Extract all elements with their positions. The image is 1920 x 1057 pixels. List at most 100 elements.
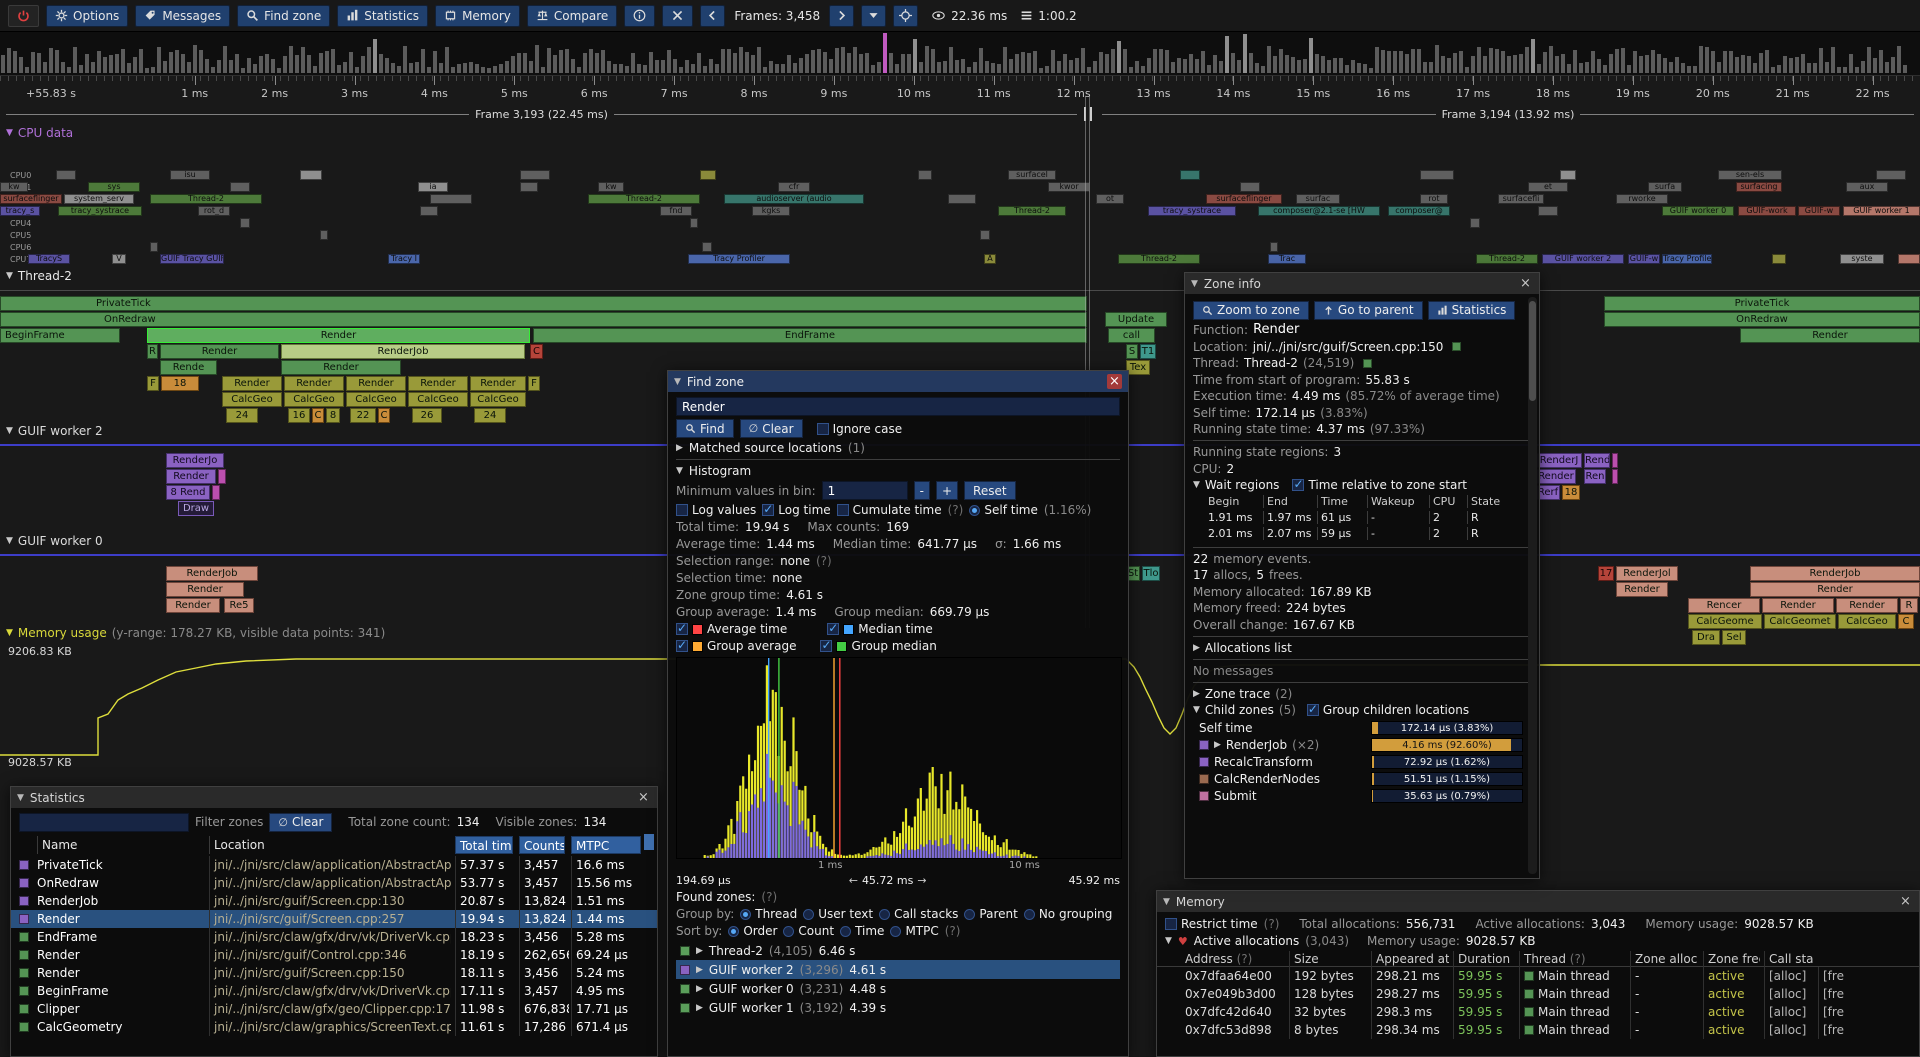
frame-bar[interactable] <box>49 48 53 73</box>
frame-bar[interactable] <box>1003 47 1007 73</box>
timeline-zone[interactable]: Render <box>1616 582 1668 597</box>
frame-bar[interactable] <box>847 53 851 73</box>
timeline-zone[interactable]: Render <box>346 376 406 391</box>
timeline-zone[interactable]: 24 <box>474 408 506 423</box>
child-zones-expander[interactable]: ▼Child zones(5)Group children locations <box>1193 703 1531 717</box>
frame-bar[interactable] <box>859 54 863 73</box>
frame-bar[interactable] <box>649 52 653 73</box>
cpu-zone[interactable] <box>1876 170 1906 180</box>
frame-bar[interactable] <box>163 61 167 73</box>
timeline-zone[interactable]: 16 <box>288 408 310 423</box>
frame-bar[interactable] <box>1423 62 1427 73</box>
frame-bar[interactable] <box>85 54 89 73</box>
timeline-zone[interactable]: St <box>1126 566 1140 581</box>
frame-bar[interactable] <box>1819 48 1823 73</box>
frame-bar[interactable] <box>679 67 683 73</box>
frame-bar[interactable] <box>1489 48 1493 73</box>
frame-bar[interactable] <box>961 59 965 73</box>
cpu-zone[interactable]: A <box>984 254 996 264</box>
frame-bar[interactable] <box>409 63 413 73</box>
frame-bar[interactable] <box>439 63 443 73</box>
cpu-zone[interactable]: GUIF-work <box>1738 206 1796 216</box>
group-by-callstacks-radio[interactable]: Call stacks <box>879 907 958 921</box>
group-by-parent-radio[interactable]: Parent <box>964 907 1018 921</box>
frame-bar[interactable] <box>1087 67 1091 73</box>
timeline-zone[interactable]: CalcGeo <box>408 392 468 407</box>
allocation-row[interactable]: 0x7e049b3d00 128 bytes 298.27 ms 59.95 s Mai… <box>1157 985 1919 1003</box>
timeline-zone[interactable]: call <box>1108 328 1155 343</box>
frame-bar[interactable] <box>661 60 665 73</box>
frame-bar[interactable] <box>223 46 227 73</box>
help-marker[interactable]: (?) <box>944 924 961 938</box>
timeline-zone[interactable]: Render <box>408 376 468 391</box>
frame-bar[interactable] <box>667 50 671 73</box>
timeline-zone[interactable]: CalcGeo <box>1838 614 1896 629</box>
frame-bar[interactable] <box>397 66 401 73</box>
frame-bar[interactable] <box>373 39 377 73</box>
timeline-zone[interactable]: R <box>1900 598 1918 613</box>
cpu-zone[interactable] <box>1180 170 1200 180</box>
frame-bar[interactable] <box>727 49 731 73</box>
cpu-zone[interactable]: tracy_systrace <box>1148 206 1236 216</box>
cpu-zone[interactable] <box>948 194 976 204</box>
frame-bar[interactable] <box>1075 58 1079 73</box>
frame-bar[interactable] <box>1633 51 1637 73</box>
help-marker[interactable]: (?) <box>1263 917 1280 931</box>
frame-bar[interactable] <box>1849 54 1853 73</box>
frame-overview-strip[interactable] <box>0 32 1920 76</box>
frame-bar[interactable] <box>1765 50 1769 73</box>
frame-bar[interactable] <box>1855 67 1859 73</box>
cpu-zone[interactable]: Tracy Profiler <box>688 254 790 264</box>
frame-bar[interactable] <box>1747 56 1751 73</box>
timeline-zone[interactable] <box>1612 469 1618 484</box>
frame-bar[interactable] <box>37 53 41 73</box>
frame-bar[interactable] <box>1495 49 1499 73</box>
timeline-zone[interactable]: Ren <box>1584 469 1606 484</box>
frame-bar[interactable] <box>1237 60 1241 73</box>
alloc-callstack-free-button[interactable]: [fre <box>1818 1003 1918 1021</box>
frame-bar[interactable] <box>145 68 149 73</box>
mem-col-header[interactable]: Zone free <box>1703 951 1760 967</box>
allocations-list-expander[interactable]: ▶ Allocations list <box>1193 640 1292 655</box>
frame-bar[interactable] <box>625 66 629 73</box>
frame-bar[interactable] <box>517 53 521 73</box>
stats-row[interactable]: CalcGeometry jni/../jni/src/claw/graphics… <box>11 1018 657 1036</box>
frame-bar[interactable] <box>1873 58 1877 73</box>
frame-bar[interactable] <box>1669 62 1673 73</box>
timeline-zone[interactable]: Render <box>147 328 530 343</box>
frame-bar[interactable] <box>97 51 101 73</box>
frame-bar[interactable] <box>385 58 389 73</box>
frame-bar[interactable] <box>733 53 737 73</box>
timeline-zone[interactable]: CalcGeo <box>284 392 344 407</box>
frame-bar[interactable] <box>103 57 107 73</box>
cpu-zone[interactable]: GUIF worker 2 <box>1542 254 1624 264</box>
min-bin-input[interactable]: 1 <box>821 481 908 500</box>
stats-col-header[interactable]: Location <box>209 836 445 854</box>
timeline-zone[interactable]: C <box>312 408 324 423</box>
average-time-checkbox[interactable]: Average time <box>676 622 787 636</box>
mem-col-header[interactable]: Thread (?) <box>1519 951 1626 967</box>
frame-bar[interactable] <box>583 53 587 73</box>
cpu-zone[interactable]: GUIF-w <box>1798 206 1840 216</box>
frame-bar[interactable] <box>193 45 197 73</box>
frame-bar[interactable] <box>589 49 593 73</box>
timeline-zone[interactable]: RenderJob <box>281 344 525 359</box>
timeline-zone[interactable]: CalcGeo <box>222 392 282 407</box>
frame-bar[interactable] <box>481 67 485 73</box>
frame-bar[interactable] <box>841 47 845 73</box>
frame-bar[interactable] <box>1663 58 1667 73</box>
memory-titlebar[interactable]: ▼ Memory × <box>1157 891 1919 912</box>
mem-col-header[interactable]: Call stack <box>1764 951 1814 967</box>
frame-bar[interactable] <box>1315 54 1319 73</box>
frame-bar[interactable] <box>1699 46 1703 73</box>
frame-bar[interactable] <box>1387 51 1391 73</box>
power-button[interactable] <box>8 4 39 27</box>
frame-bar[interactable] <box>1705 47 1709 73</box>
timeline-zone[interactable]: PrivateTick <box>0 296 1087 311</box>
cpu-zone[interactable]: fnd <box>660 206 692 216</box>
frame-bar[interactable] <box>1333 58 1337 73</box>
cumulate-time-checkbox[interactable]: Cumulate time <box>836 503 942 517</box>
frame-bar[interactable] <box>745 52 749 73</box>
timeline-zone[interactable]: Render <box>166 582 244 597</box>
zone-info-titlebar[interactable]: ▼ Zone info × <box>1185 273 1539 294</box>
